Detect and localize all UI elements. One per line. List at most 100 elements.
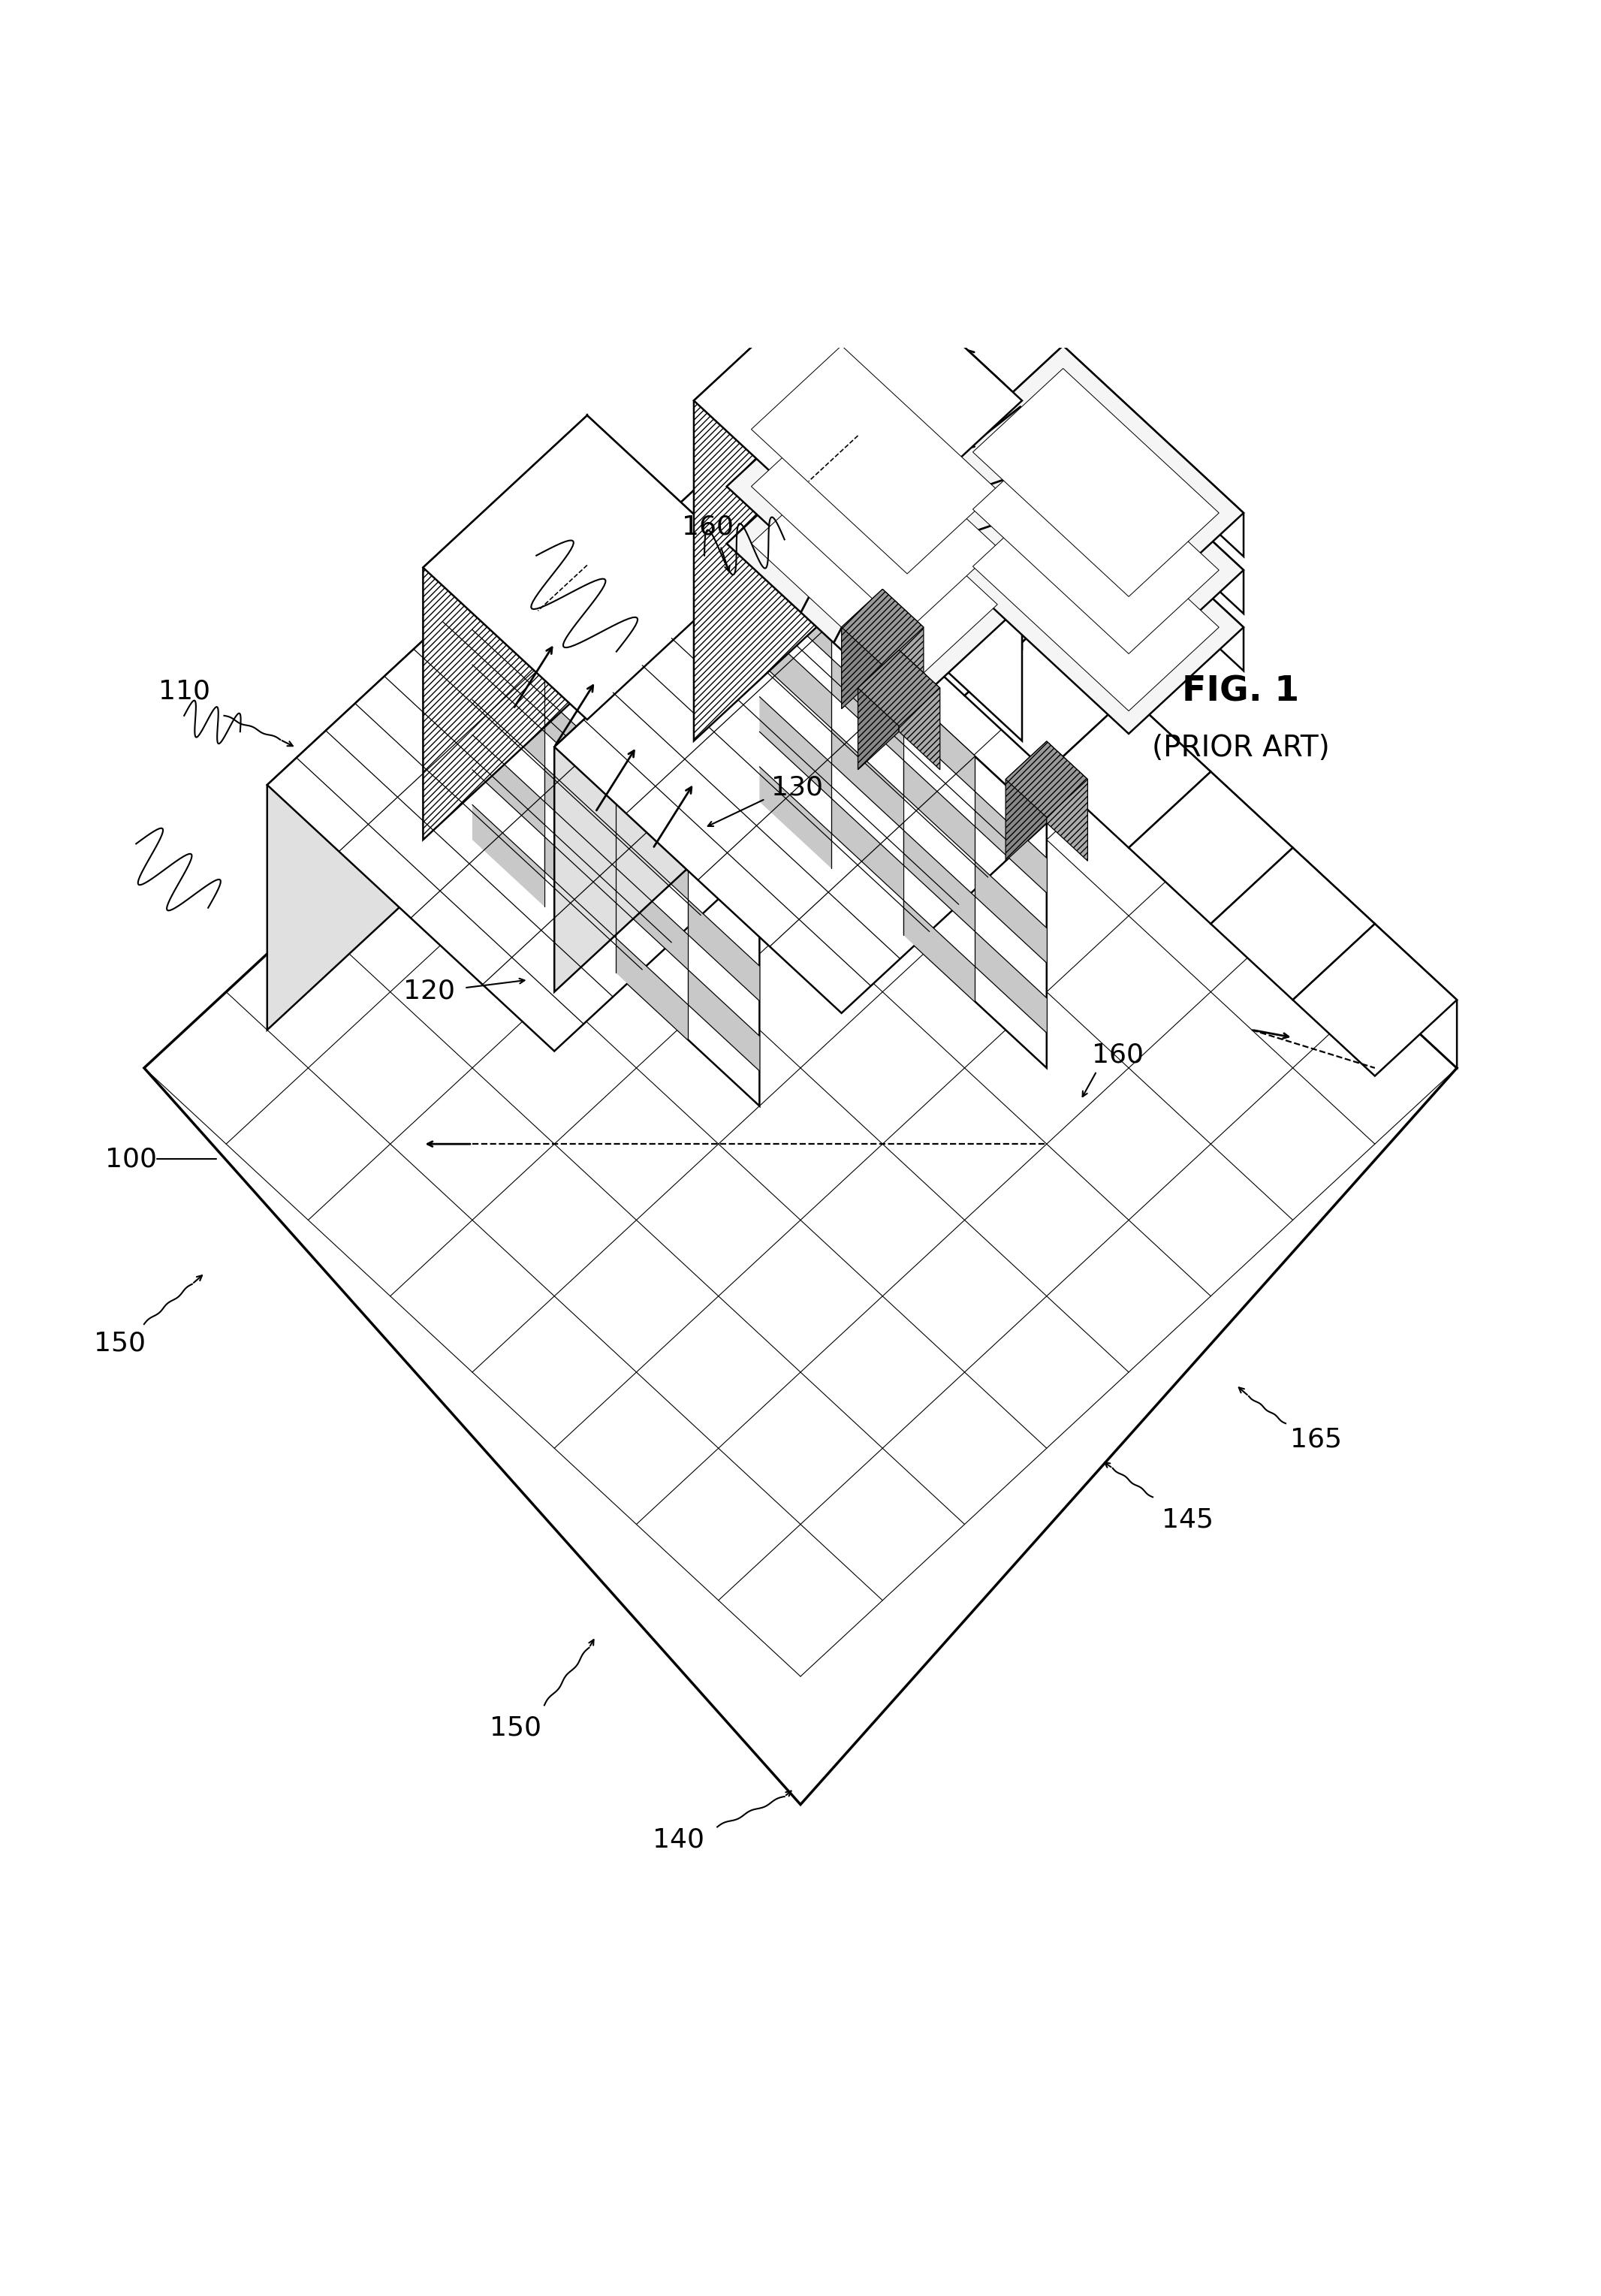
Polygon shape <box>472 735 544 836</box>
Polygon shape <box>1005 742 1087 817</box>
Text: 130: 130 <box>772 776 823 801</box>
Polygon shape <box>975 861 1047 962</box>
Text: 160: 160 <box>1092 1042 1143 1068</box>
Polygon shape <box>1063 459 1244 670</box>
Polygon shape <box>636 468 800 620</box>
Polygon shape <box>842 379 1021 590</box>
Polygon shape <box>1047 742 1087 861</box>
Polygon shape <box>975 792 1047 893</box>
Polygon shape <box>616 799 688 900</box>
Polygon shape <box>544 836 616 937</box>
Polygon shape <box>973 482 1218 712</box>
Polygon shape <box>948 347 1244 620</box>
Polygon shape <box>973 425 1218 654</box>
Polygon shape <box>472 595 544 696</box>
Polygon shape <box>1294 847 1375 992</box>
Polygon shape <box>964 544 1047 687</box>
Polygon shape <box>1129 771 1294 923</box>
Polygon shape <box>423 416 588 840</box>
Polygon shape <box>267 595 759 1052</box>
Polygon shape <box>882 590 924 709</box>
Polygon shape <box>727 436 1021 712</box>
Polygon shape <box>751 347 997 574</box>
Text: 150: 150 <box>94 1332 146 1357</box>
Polygon shape <box>688 900 759 1001</box>
Polygon shape <box>1210 847 1375 999</box>
Polygon shape <box>842 436 1021 647</box>
Polygon shape <box>948 459 1244 735</box>
Polygon shape <box>858 650 940 726</box>
Polygon shape <box>1063 347 1244 556</box>
Polygon shape <box>1063 402 1244 613</box>
Text: 145: 145 <box>1162 1506 1214 1531</box>
Polygon shape <box>636 468 719 611</box>
Polygon shape <box>975 932 1047 1033</box>
Polygon shape <box>903 760 975 861</box>
Text: (PRIOR ART): (PRIOR ART) <box>1151 732 1330 762</box>
Polygon shape <box>800 468 964 620</box>
Polygon shape <box>842 590 924 666</box>
Polygon shape <box>858 650 900 769</box>
Polygon shape <box>472 595 759 1107</box>
Polygon shape <box>831 728 903 829</box>
Polygon shape <box>759 627 831 728</box>
Polygon shape <box>973 367 1218 597</box>
Polygon shape <box>751 459 997 689</box>
Text: 150: 150 <box>490 1715 541 1740</box>
Polygon shape <box>831 659 903 760</box>
Polygon shape <box>727 324 1021 597</box>
Polygon shape <box>423 416 751 719</box>
Polygon shape <box>903 829 975 932</box>
Polygon shape <box>1005 742 1047 861</box>
Polygon shape <box>948 459 1063 611</box>
Polygon shape <box>948 347 1063 496</box>
Polygon shape <box>948 402 1063 553</box>
Text: 140: 140 <box>653 1828 704 1853</box>
Polygon shape <box>554 544 636 687</box>
Polygon shape <box>472 806 544 907</box>
Polygon shape <box>964 620 1129 771</box>
Polygon shape <box>727 324 842 473</box>
Polygon shape <box>882 544 1047 696</box>
Polygon shape <box>693 248 858 742</box>
Polygon shape <box>882 468 964 611</box>
Text: 165: 165 <box>1290 1426 1342 1451</box>
Polygon shape <box>903 900 975 1001</box>
Polygon shape <box>900 650 940 769</box>
Polygon shape <box>616 937 688 1040</box>
Polygon shape <box>688 969 759 1070</box>
Polygon shape <box>1294 923 1457 1077</box>
Polygon shape <box>719 390 800 535</box>
Polygon shape <box>831 799 903 900</box>
Polygon shape <box>616 868 688 969</box>
Polygon shape <box>719 390 882 544</box>
Polygon shape <box>1047 620 1129 765</box>
Text: 100: 100 <box>106 1146 157 1171</box>
Text: FIG. 1: FIG. 1 <box>1182 675 1300 709</box>
Polygon shape <box>727 379 842 530</box>
Polygon shape <box>842 324 1021 533</box>
Polygon shape <box>1129 696 1210 840</box>
Polygon shape <box>1047 696 1210 847</box>
Polygon shape <box>588 416 751 840</box>
Polygon shape <box>472 666 544 767</box>
Text: 160: 160 <box>682 514 733 540</box>
Polygon shape <box>759 696 831 799</box>
Polygon shape <box>759 556 831 659</box>
Polygon shape <box>948 402 1244 677</box>
Polygon shape <box>759 767 831 868</box>
Polygon shape <box>554 556 1047 1013</box>
Polygon shape <box>858 248 1021 742</box>
Polygon shape <box>554 556 759 992</box>
Polygon shape <box>693 248 1021 553</box>
Polygon shape <box>544 767 616 868</box>
Polygon shape <box>751 402 997 631</box>
Polygon shape <box>1210 771 1294 916</box>
Polygon shape <box>727 436 842 588</box>
Polygon shape <box>842 590 882 709</box>
Polygon shape <box>616 728 688 829</box>
Polygon shape <box>1375 923 1457 1068</box>
Polygon shape <box>267 595 472 1031</box>
Text: 110: 110 <box>158 680 210 705</box>
Polygon shape <box>759 556 1047 1068</box>
